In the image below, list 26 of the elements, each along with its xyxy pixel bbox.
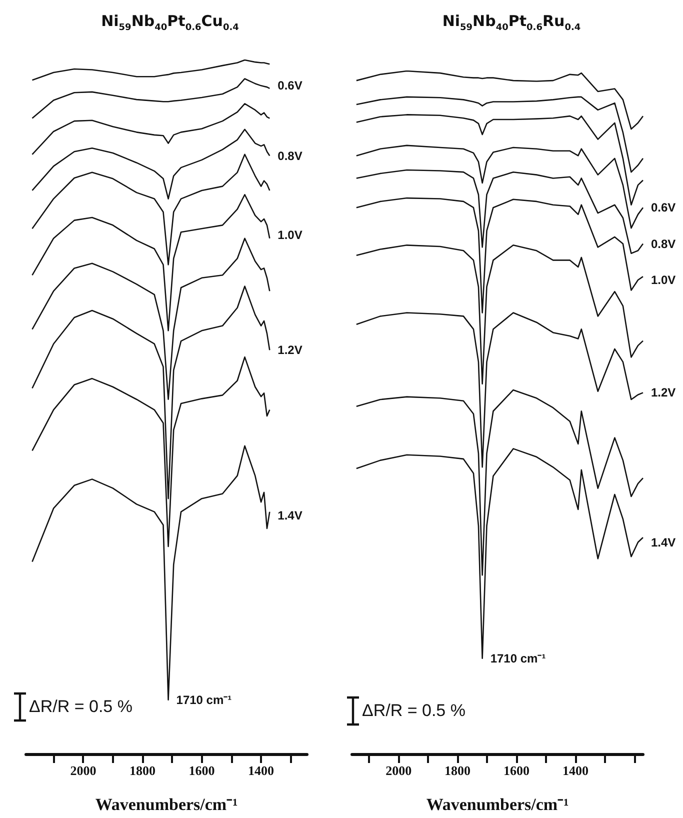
annotation: 1.2V: [651, 386, 676, 400]
annotation: 1710 cm⁻¹: [490, 651, 546, 666]
annotation: 1.0V: [651, 273, 676, 287]
x-tick-label: 1800: [444, 763, 471, 778]
x-tick-label: 2000: [70, 763, 96, 778]
annotation: 1.0V: [278, 228, 302, 242]
annotation: 1.4V: [651, 535, 676, 550]
x-axis-title: Wavenumbers/cm⁻¹: [95, 795, 238, 814]
annotation: ΔR/R = 0.5 %: [362, 701, 466, 721]
annotation: 0.6V: [651, 200, 676, 215]
annotation: 0.8V: [651, 236, 676, 251]
chart-title: Ni$_{59}$Nb$_{40}$Pt$_{0.6}$Cu$_{0.4}$: [100, 12, 240, 33]
chart-title: Ni$_{59}$Nb$_{40}$Pt$_{0.6}$Ru$_{0.4}$: [441, 12, 582, 33]
x-axis-title: Wavenumbers/cm⁻¹: [426, 795, 569, 814]
annotation: 1.2V: [278, 343, 302, 358]
x-tick-label: 1600: [504, 763, 530, 778]
x-tick-label: 1400: [562, 763, 588, 778]
x-tick-label: 1400: [248, 763, 274, 778]
annotation: ΔR/R = 0.5 %: [29, 697, 132, 717]
annotation: 1.4V: [278, 508, 302, 522]
x-tick-label: 1800: [129, 763, 156, 778]
annotation: 0.6V: [278, 78, 302, 93]
x-tick-label: 1600: [188, 763, 215, 778]
annotation: 0.8V: [278, 148, 302, 163]
x-tick-label: 2000: [386, 763, 412, 778]
annotation: 1710 cm⁻¹: [176, 692, 232, 707]
